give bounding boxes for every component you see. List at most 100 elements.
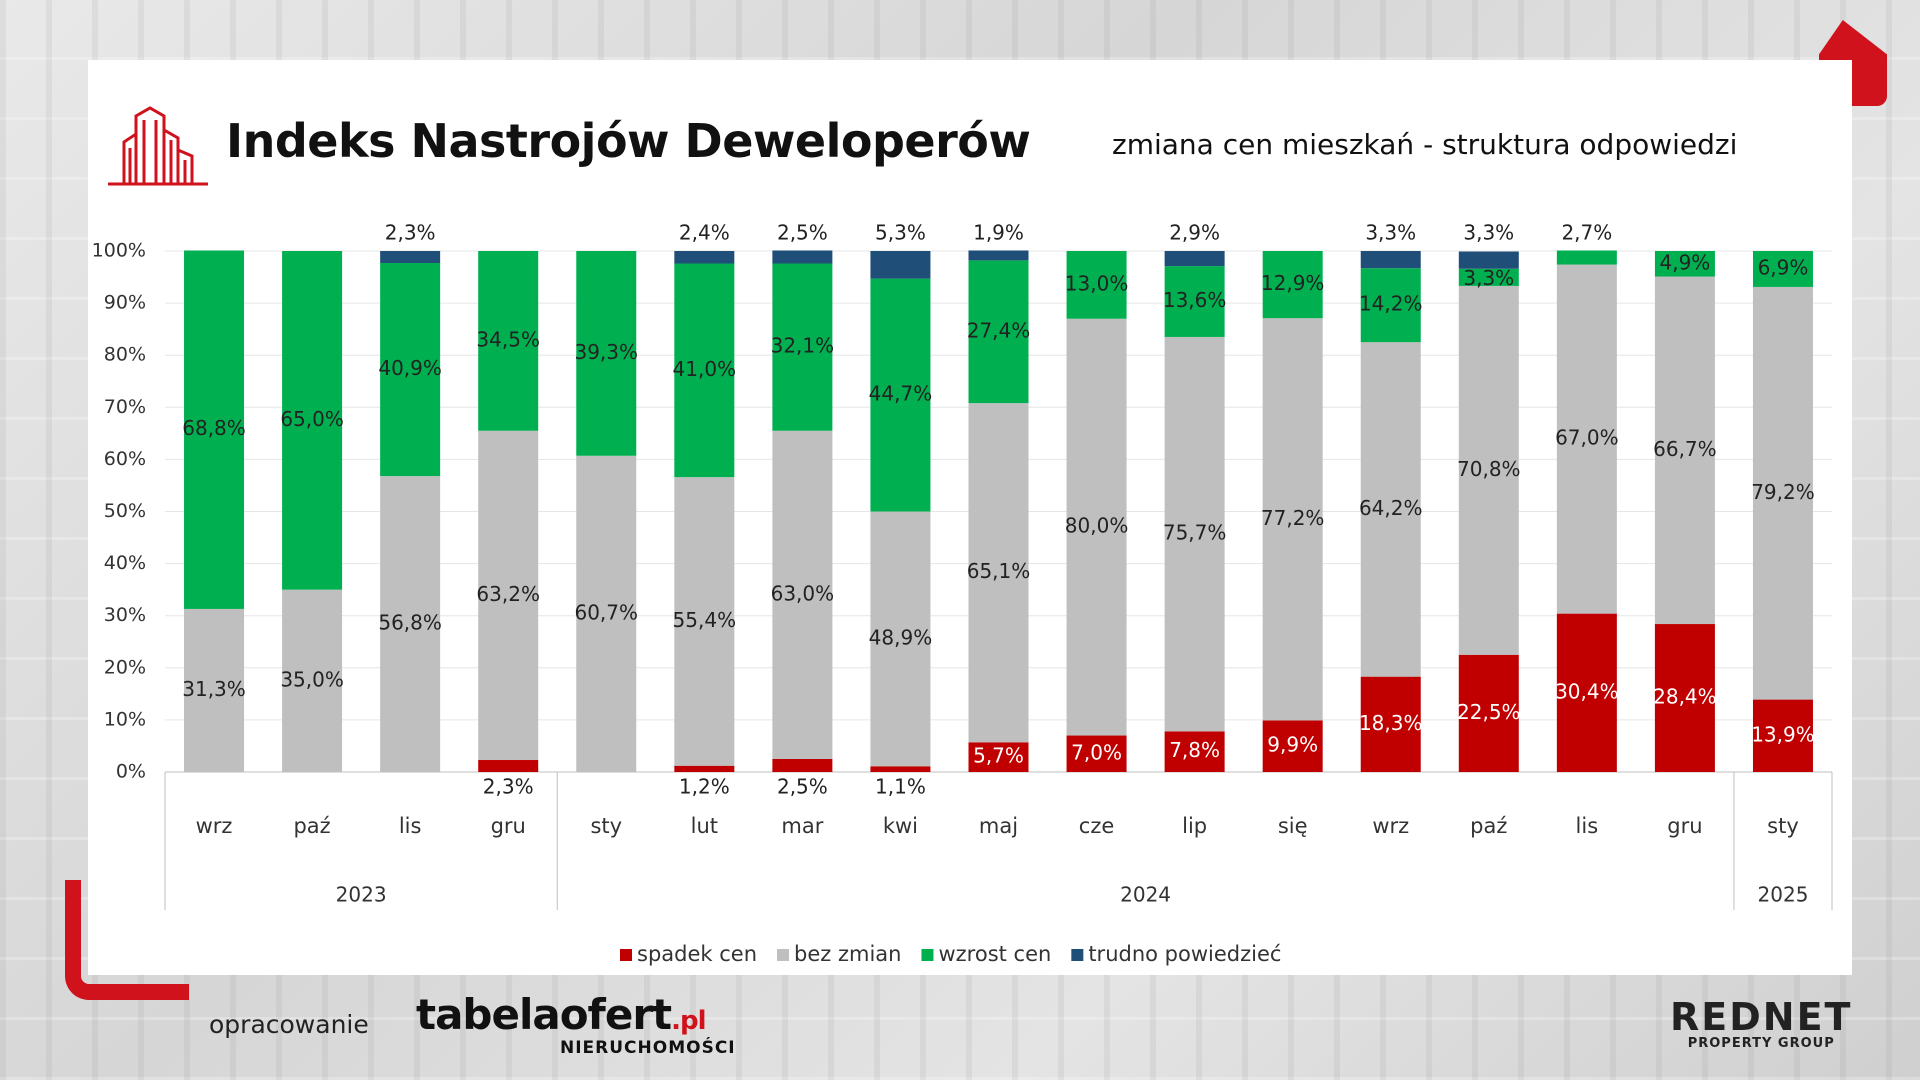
- y-tick-label: 70%: [104, 396, 146, 418]
- x-tick-label: sty: [1767, 814, 1799, 838]
- wzrost-segment: [1360, 268, 1421, 343]
- x-tick-label: wrz: [1372, 814, 1409, 838]
- trudno-label: 1,9%: [973, 221, 1024, 245]
- wzrost-segment: [1752, 251, 1813, 287]
- trudno-segment: [870, 251, 931, 279]
- bez-zmian-segment: [1458, 285, 1519, 655]
- trudno-label: 5,3%: [875, 221, 926, 245]
- x-tick-label: kwi: [883, 814, 918, 838]
- tabelaofert-wordmark: tabelaofert.pl: [416, 990, 707, 1039]
- bez-zmian-label: 66,7%: [1653, 437, 1717, 461]
- trudno-label: 3,3%: [1463, 221, 1514, 245]
- trudno-segment: [968, 250, 1029, 261]
- wzrost-label: 34,5%: [476, 327, 540, 351]
- wzrost-segment: [1066, 251, 1127, 319]
- x-tick-label: mar: [781, 814, 823, 838]
- tabelaofert-logo: tabelaofert.pl NIERUCHOMOŚCI: [416, 990, 735, 1058]
- wzrost-segment: [478, 251, 539, 431]
- year-group-label: 2025: [1758, 883, 1809, 907]
- x-tick-label: cze: [1079, 814, 1115, 838]
- bez-zmian-segment: [478, 430, 539, 761]
- y-tick-label: 60%: [104, 448, 146, 470]
- wzrost-label: 14,2%: [1359, 292, 1423, 316]
- rednet-wordmark: REDNET: [1670, 995, 1853, 1039]
- legend-label: bez zmian: [794, 942, 901, 966]
- bez-zmian-label: 75,7%: [1163, 521, 1227, 545]
- bez-zmian-label: 80,0%: [1065, 514, 1129, 538]
- spadek-segment: [1360, 676, 1421, 772]
- trudno-label: 2,9%: [1169, 221, 1220, 245]
- wzrost-label: 12,9%: [1261, 271, 1325, 295]
- spadek-segment: [1556, 613, 1617, 772]
- bez-zmian-segment: [772, 430, 833, 759]
- y-tick-label: 90%: [104, 292, 146, 314]
- wzrost-label: 44,7%: [869, 382, 933, 406]
- bez-zmian-label: 35,0%: [280, 667, 344, 691]
- y-tick-label: 20%: [104, 656, 146, 678]
- spadek-segment: [1752, 699, 1813, 772]
- y-tick-label: 30%: [104, 604, 146, 626]
- spadek-segment: [674, 765, 735, 772]
- spadek-label: 1,1%: [875, 775, 926, 799]
- bez-zmian-segment: [1164, 336, 1225, 732]
- x-tick-label: paź: [293, 814, 330, 838]
- wzrost-segment: [1164, 266, 1225, 337]
- wzrost-segment: [282, 251, 343, 590]
- spadek-label: 1,2%: [679, 775, 730, 799]
- spadek-segment: [870, 766, 931, 772]
- wzrost-segment: [184, 250, 245, 609]
- bez-zmian-label: 79,2%: [1751, 480, 1815, 504]
- x-tick-label: paź: [1470, 814, 1507, 838]
- legend-swatch: [921, 949, 934, 961]
- bez-zmian-segment: [1262, 318, 1323, 721]
- x-tick-label: sty: [590, 814, 622, 838]
- x-tick-label: lis: [1576, 814, 1599, 838]
- wzrost-label: 39,3%: [574, 340, 638, 364]
- wzrost-label: 6,9%: [1758, 255, 1809, 279]
- wzrost-label: 65,0%: [280, 407, 344, 431]
- x-tick-label: lut: [691, 814, 718, 838]
- bez-zmian-segment: [1360, 342, 1421, 677]
- spadek-label: 13,9%: [1751, 722, 1815, 746]
- rednet-tagline: PROPERTY GROUP: [1687, 1036, 1835, 1051]
- bez-zmian-label: 63,0%: [771, 581, 835, 605]
- x-tick-label: maj: [979, 814, 1018, 838]
- spadek-segment: [1066, 735, 1127, 772]
- wzrost-label: 4,9%: [1660, 250, 1711, 274]
- bez-zmian-label: 31,3%: [182, 677, 246, 701]
- wzrost-segment: [1262, 251, 1323, 319]
- bez-zmian-label: 48,9%: [869, 625, 933, 649]
- spadek-label: 22,5%: [1457, 700, 1521, 724]
- wzrost-label: 13,0%: [1065, 271, 1129, 295]
- legend-label: wzrost cen: [938, 942, 1051, 966]
- wzrost-segment: [772, 263, 833, 431]
- spadek-label: 2,5%: [777, 775, 828, 799]
- bez-zmian-segment: [968, 403, 1029, 743]
- tabelaofert-tagline: NIERUCHOMOŚCI: [560, 1038, 736, 1058]
- spadek-label: 18,3%: [1359, 711, 1423, 735]
- legend-swatch: [1071, 949, 1084, 961]
- spadek-label: 7,0%: [1071, 740, 1122, 764]
- wzrost-label: 40,9%: [378, 356, 442, 380]
- bez-zmian-label: 60,7%: [574, 600, 638, 624]
- spadek-segment: [1458, 654, 1519, 772]
- spadek-label: 30,4%: [1555, 679, 1619, 703]
- wzrost-label: 41,0%: [673, 357, 737, 381]
- spadek-label: 5,7%: [973, 744, 1024, 768]
- bez-zmian-segment: [1752, 286, 1813, 700]
- footer-credit-label: opracowanie: [209, 1010, 369, 1039]
- bez-zmian-label: 67,0%: [1555, 426, 1619, 450]
- y-tick-label: 50%: [104, 500, 146, 522]
- x-tick-label: gru: [491, 814, 526, 838]
- building-icon: [108, 106, 208, 186]
- rednet-logo: REDNET PROPERTY GROUP: [1670, 998, 1852, 1051]
- wzrost-segment: [870, 278, 931, 512]
- legend-swatch: [777, 949, 790, 961]
- trudno-segment: [772, 250, 833, 264]
- bez-zmian-label: 65,1%: [967, 559, 1031, 583]
- bez-zmian-label: 55,4%: [673, 608, 737, 632]
- legend-label: spadek cen: [637, 942, 757, 966]
- bez-zmian-label: 56,8%: [378, 611, 442, 635]
- bez-zmian-segment: [184, 608, 245, 772]
